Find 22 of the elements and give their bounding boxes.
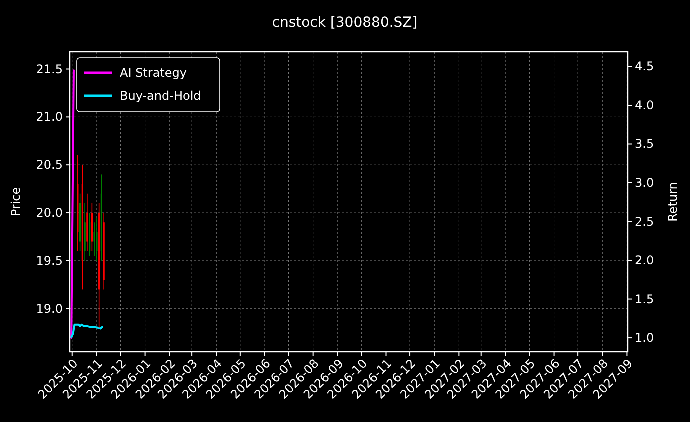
y2-tick-label: 4.0 <box>635 98 654 112</box>
y2-tick-label: 3.5 <box>635 137 654 152</box>
y2-tick-label: 2.0 <box>635 254 654 268</box>
y-tick-label: 19.0 <box>36 302 63 316</box>
y2-tick-label: 1.5 <box>635 292 654 306</box>
y-tick-label: 19.5 <box>36 254 63 268</box>
candlestick <box>96 217 98 262</box>
y2-tick-label: 3.0 <box>635 176 654 190</box>
y2-tick-label: 1.0 <box>635 331 654 346</box>
chart-title: cnstock [300880.SZ] <box>272 15 418 31</box>
y-tick-label: 20.0 <box>36 206 63 220</box>
y-tick-label: 21.5 <box>36 62 63 76</box>
legend-label: AI Strategy <box>120 66 187 80</box>
y2-axis-title: Return <box>666 182 680 222</box>
y2-tick-label: 2.5 <box>635 214 654 229</box>
y-tick-label: 21.0 <box>36 110 63 124</box>
y-tick-label: 20.5 <box>36 158 63 172</box>
y-axis-title: Price <box>9 187 23 217</box>
candlestick <box>94 222 96 257</box>
legend-label: Buy-and-Hold <box>120 89 202 103</box>
y2-tick-label: 4.5 <box>635 60 654 74</box>
line-series <box>70 324 104 338</box>
